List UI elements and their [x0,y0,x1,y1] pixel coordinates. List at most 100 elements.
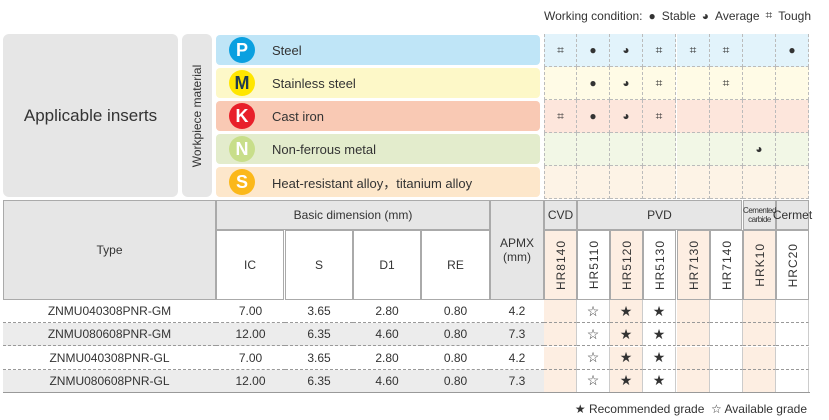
available-star-icon: ☆ [577,300,610,323]
material-row-k: K Cast iron [216,101,540,131]
tough-icon: ⌗ [643,34,676,67]
grid-cell [610,166,643,199]
group-header-cemented-carbide: Cemented carbide [743,200,776,230]
grade-cell [544,346,577,370]
available-star-icon: ☆ [577,346,610,370]
basic-dimension-header: Basic dimension (mm) [216,200,490,230]
re-cell: 0.80 [421,346,490,370]
apmx-label: APMX [499,236,534,250]
dim-header-re: RE [421,230,490,300]
grade-cell [710,369,743,393]
d1-cell: 2.80 [353,346,421,370]
grade-cell [743,369,776,393]
tough-icon: ⌗ [544,100,577,133]
applicable-inserts-label: Applicable inserts [3,34,178,197]
grade-cell [776,369,809,393]
grid-cell [710,166,743,199]
grade-cell [743,300,776,323]
material-badge-m: M [229,70,255,96]
dim-header-d1: D1 [353,230,421,300]
grade-cell [743,346,776,370]
apmx-cell: 4.2 [490,300,544,323]
grid-cell [743,166,776,199]
material-badge-p: P [229,37,255,63]
table-bottom-border [3,392,810,393]
grid-cell [776,100,809,133]
material-row-p: P Steel [216,35,540,65]
grade-header-hrc20: HRC20 [776,230,809,300]
recommended-star-icon: ★ [643,323,676,347]
dim-header-ic: IC [216,230,284,300]
grade-legend: ★ Recommended grade ☆ Available grade [575,402,807,416]
grade-label: HR5120 [619,239,634,291]
grid-cell [544,166,577,199]
grade-cell [710,346,743,370]
grade-label: HRK10 [752,243,767,287]
tough-icon: ⌗ [710,67,743,100]
tough-icon: ⌗ [677,34,710,67]
grade-header-hr8140: HR8140 [544,230,577,300]
d1-cell: 4.60 [353,323,421,347]
type-header: Type [3,200,216,300]
available-star-icon: ☆ [577,369,610,393]
grid-cell [743,100,776,133]
stable-icon: ● [577,100,610,133]
legend-average: Average [715,8,760,23]
s-cell: 3.65 [285,346,353,370]
material-name: Steel [272,42,302,58]
available-icon: ☆ [711,402,722,416]
tough-icon: ⌗ [710,34,743,67]
material-badge-s: S [229,169,255,195]
grade-header-hr7140: HR7140 [710,230,743,300]
type-cell: ZNMU040308PNR-GM [3,300,216,323]
recommended-icon: ★ [574,402,586,416]
recommended-star-icon: ★ [610,369,643,393]
grade-cell [677,346,710,370]
legend-label: Working condition: [544,8,643,23]
grid-cell [677,100,710,133]
s-cell: 6.35 [285,369,353,393]
grid-cell [643,166,676,199]
apmx-header: APMX (mm) [490,200,544,300]
average-icon: ◕ [701,8,710,23]
grid-cell [544,67,577,100]
grade-cell [776,346,809,370]
material-badge-n: N [229,136,255,162]
grid-cell [577,166,610,199]
material-name: Cast iron [272,108,325,124]
grade-cell [677,300,710,323]
s-cell: 3.65 [285,300,353,323]
legend-stable: Stable [661,8,696,23]
grid-cell [577,133,610,166]
material-name: Non-ferrous metal [272,141,377,157]
ic-cell: 7.00 [216,346,285,370]
grid-cell [710,100,743,133]
average-icon: ◕ [610,100,643,133]
grade-label: HRC20 [785,242,800,288]
re-cell: 0.80 [421,369,490,393]
material-name: Stainless steel [272,75,356,91]
grade-cell [544,300,577,323]
stable-icon: ● [577,67,610,100]
grade-header-hr5110: HR5110 [577,230,610,300]
recommended-star-icon: ★ [610,300,643,323]
material-name: Heat-resistant alloy，titanium alloy [272,175,473,191]
workpiece-material-label: Workpiece material [182,34,212,197]
material-row-n: N Non-ferrous metal [216,134,540,164]
recommended-star-icon: ★ [610,323,643,347]
grid-cell [677,67,710,100]
grid-cell [643,133,676,166]
grid-cell [610,133,643,166]
grade-label: HR7130 [686,239,701,291]
ic-cell: 12.00 [216,323,285,347]
group-header-pvd: PVD [577,200,742,230]
apmx-unit: (mm) [503,250,531,264]
grade-cell [544,369,577,393]
grade-cell [743,323,776,347]
grade-cell [776,323,809,347]
stable-icon: ● [776,34,809,67]
grid-cell [677,133,710,166]
ic-cell: 7.00 [216,300,285,323]
available-label: Available grade [724,402,807,416]
grade-header-hr7130: HR7130 [677,230,710,300]
